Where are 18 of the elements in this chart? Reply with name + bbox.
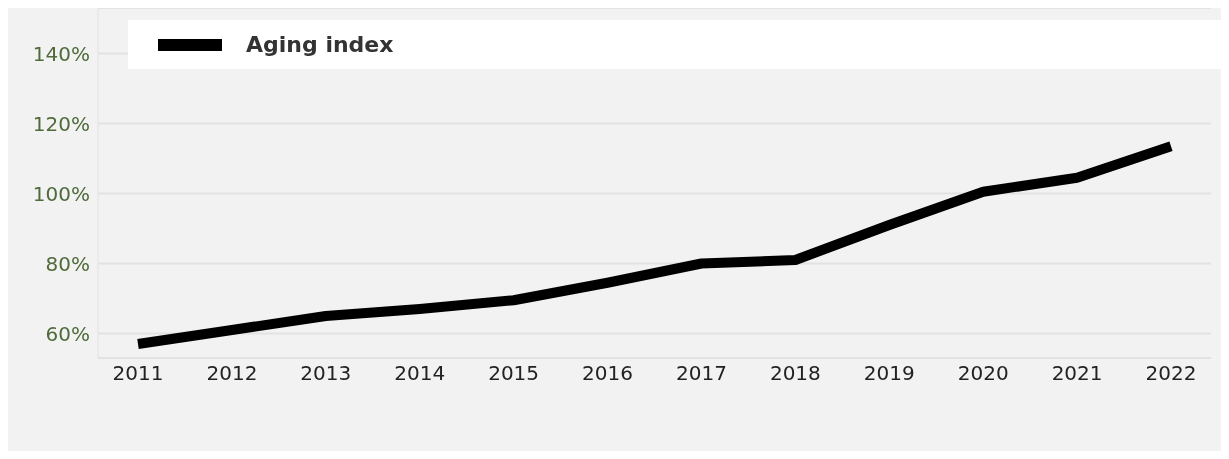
y-tick-label: 120% [32, 111, 90, 136]
x-tick-label: 2013 [300, 361, 352, 386]
x-tick-label: 2016 [582, 361, 633, 386]
y-tick-label: 80% [45, 251, 90, 276]
x-tick-label: 2015 [488, 361, 540, 386]
legend-label: Aging index [246, 32, 394, 57]
x-tick-label: 2011 [112, 361, 164, 386]
x-tick-label: 2021 [1051, 361, 1103, 386]
x-tick-label: 2019 [863, 361, 915, 386]
x-tick-label: 2012 [206, 361, 258, 386]
y-tick-label: 140% [32, 41, 90, 66]
y-tick-label: 60% [45, 321, 90, 346]
x-tick-label: 2022 [1145, 361, 1197, 386]
x-tick-label: 2014 [394, 361, 446, 386]
x-tick-label: 2017 [676, 361, 727, 386]
y-tick-label: 100% [32, 181, 90, 206]
x-tick-label: 2018 [769, 361, 821, 386]
x-tick-label: 2020 [957, 361, 1009, 386]
